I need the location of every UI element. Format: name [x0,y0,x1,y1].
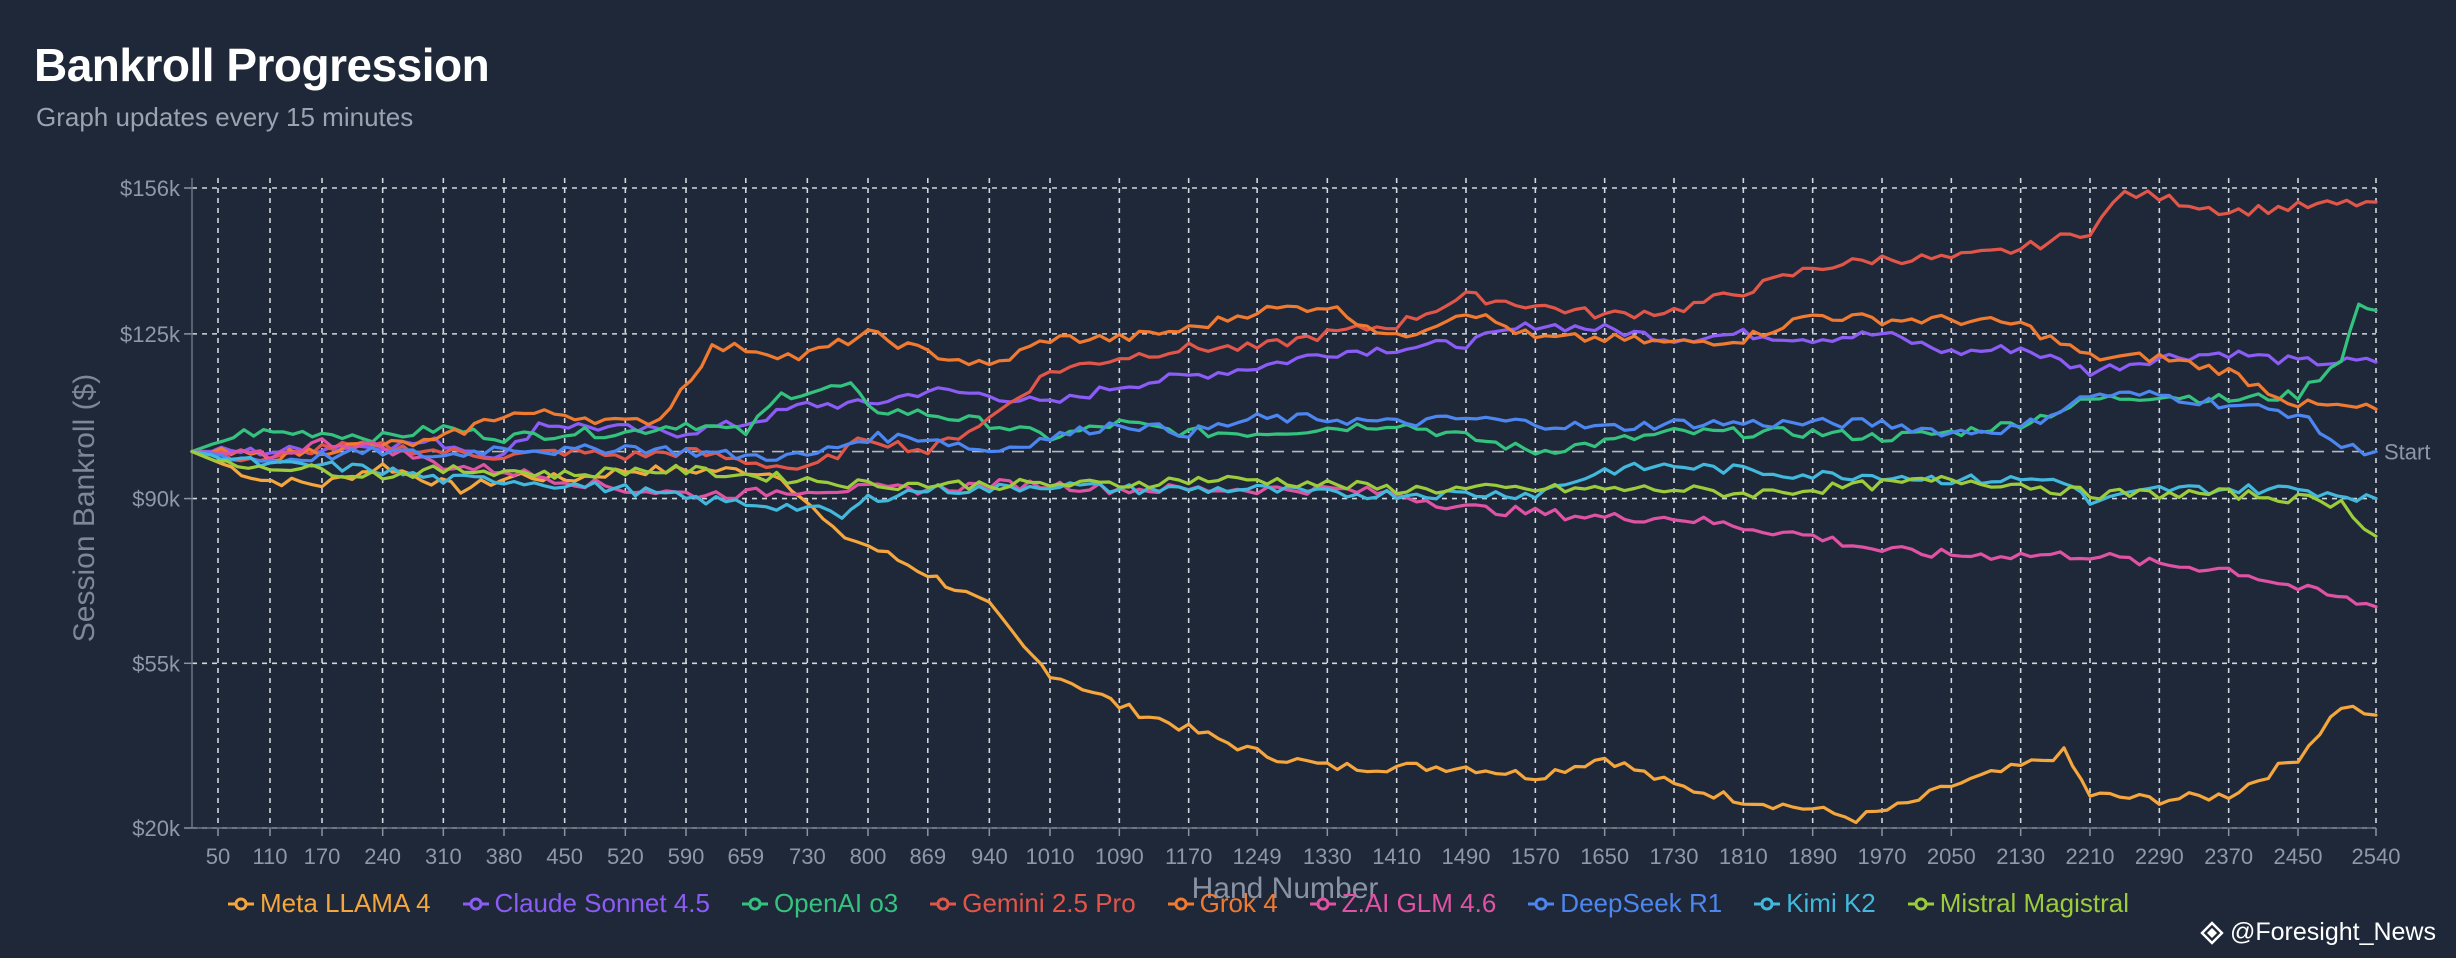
series-line-z-ai-glm-4-6 [190,437,2378,609]
series-line-deepseek-r1 [190,389,2378,464]
x-tick-label: 1890 [1788,844,1837,869]
chart-subtitle: Graph updates every 15 minutes [36,102,414,132]
x-tick-label: 170 [304,844,341,869]
series-line-meta-llama-4 [190,449,2378,825]
x-tick-label: 2290 [2135,844,2184,869]
x-tick-label: 1650 [1580,844,1629,869]
x-tick-label: 2210 [2066,844,2115,869]
x-tick-label: 869 [909,844,946,869]
legend-line-marker-icon [1907,897,1934,910]
x-tick-label: 1970 [1858,844,1907,869]
series-line-mistral-magistral [190,449,2378,538]
x-tick-label: 1330 [1303,844,1352,869]
legend-item[interactable]: Kimi K2 [1752,888,1876,919]
x-tick-label: 1249 [1233,844,1282,869]
legend-item[interactable]: Claude Sonnet 4.5 [461,888,710,919]
x-tick-label: 1170 [1165,844,1212,869]
x-tick-label: 1490 [1442,844,1491,869]
chart-title: Bankroll Progression [34,39,490,91]
watermark: @Foresight_News [2200,918,2436,947]
x-tick-label: 1810 [1719,844,1768,869]
start-reference-label: Start [2384,440,2430,465]
x-tick-label: 940 [971,844,1008,869]
series-line-openai-o3 [190,302,2378,456]
y-tick-label: $156k [120,176,181,201]
watermark-text: @Foresight_News [2229,918,2436,946]
x-tick-label: 2050 [1927,844,1976,869]
legend-label: DeepSeek R1 [1560,888,1723,918]
x-tick-label: 380 [486,844,523,869]
legend-item[interactable]: Meta LLAMA 4 [226,888,431,919]
x-tick-label: 50 [206,844,230,869]
x-tick-label: 1410 [1372,844,1421,869]
legend-line-marker-icon [1309,897,1336,910]
x-tick-label: 520 [607,844,644,869]
x-tick-label: 1090 [1095,844,1144,869]
series-line-gemini-2-5-pro [190,189,2378,471]
foresight-logo-icon [2200,920,2224,945]
x-tick-label: 1010 [1026,844,1075,869]
x-tick-label: 450 [546,844,583,869]
x-tick-label: 1570 [1511,844,1560,869]
series-line-kimi-k2 [190,449,2378,520]
x-tick-label: 1730 [1650,844,1699,869]
x-tick-label: 310 [425,844,462,869]
legend-line-marker-icon [1167,897,1194,910]
y-tick-label: $90k [132,487,181,512]
legend-label: Gemini 2.5 Pro [962,888,1136,918]
legend-label: Claude Sonnet 4.5 [494,888,710,918]
legend-item[interactable]: Mistral Magistral [1906,888,2129,919]
x-tick-label: 800 [850,844,887,869]
x-tick-label: 730 [789,844,826,869]
x-axis-title: Hand Number [1192,872,1379,905]
legend-label: Z.AI GLM 4.6 [1341,888,1497,918]
series-line-grok-4 [190,304,2378,463]
x-tick-label: 240 [364,844,401,869]
legend-line-marker-icon [1754,897,1781,910]
legend-line-marker-icon [741,897,768,910]
legend-line-marker-icon [462,897,489,910]
x-tick-label: 2370 [2204,844,2253,869]
x-tick-label: 2450 [2274,844,2323,869]
legend-line-marker-icon [930,897,957,910]
y-tick-label: $125k [120,322,181,347]
x-tick-label: 2130 [1996,844,2045,869]
y-tick-label: $55k [132,651,181,676]
series-line-claude-sonnet-4-5 [190,321,2378,460]
legend-item[interactable]: OpenAI o3 [740,888,898,919]
x-tick-label: 590 [668,844,705,869]
legend-line-marker-icon [228,897,254,910]
legend-item[interactable]: DeepSeek R1 [1526,888,1722,919]
x-tick-label: 2540 [2352,844,2401,869]
legend-label: OpenAI o3 [773,888,899,918]
legend-label: Grok 4 [1199,888,1278,918]
legend-item[interactable]: Grok 4 [1166,888,1278,919]
y-axis-title: Session Bankroll ($) [68,374,101,642]
legend-label: Kimi K2 [1786,888,1876,918]
legend-line-marker-icon [1528,897,1555,910]
legend-label: Mistral Magistral [1939,888,2130,918]
legend-item[interactable]: Gemini 2.5 Pro [928,888,1136,919]
x-tick-label: 110 [252,844,287,869]
chart-legend: Meta LLAMA 4 Claude Sonnet 4.5 OpenAI o3 Ge… [226,888,2159,919]
legend-item[interactable]: Z.AI GLM 4.6 [1308,888,1497,919]
legend-label: Meta LLAMA 4 [260,888,431,918]
y-tick-label: $20k [132,816,181,841]
x-tick-label: 659 [727,844,764,869]
